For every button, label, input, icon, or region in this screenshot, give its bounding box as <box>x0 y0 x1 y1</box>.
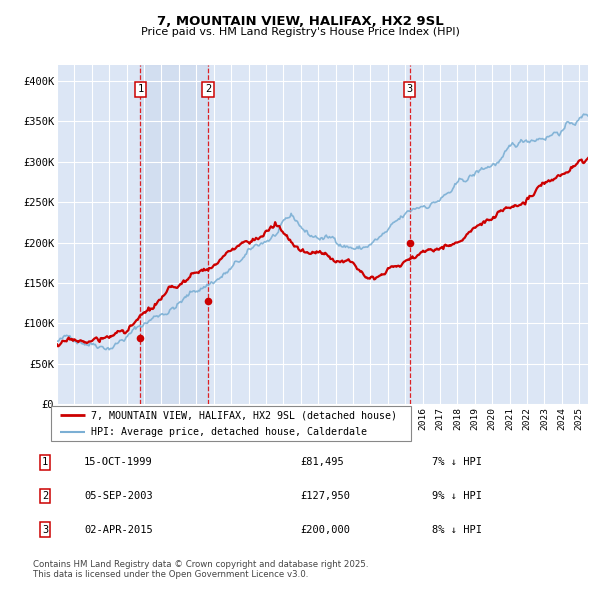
Text: Contains HM Land Registry data © Crown copyright and database right 2025.
This d: Contains HM Land Registry data © Crown c… <box>33 560 368 579</box>
Text: £127,950: £127,950 <box>300 491 350 501</box>
Text: 1: 1 <box>42 457 48 467</box>
Text: 9% ↓ HPI: 9% ↓ HPI <box>432 491 482 501</box>
Text: 3: 3 <box>406 84 413 94</box>
Text: £81,495: £81,495 <box>300 457 344 467</box>
Text: 15-OCT-1999: 15-OCT-1999 <box>84 457 153 467</box>
Text: Price paid vs. HM Land Registry's House Price Index (HPI): Price paid vs. HM Land Registry's House … <box>140 27 460 37</box>
FancyBboxPatch shape <box>51 406 411 441</box>
Text: 8% ↓ HPI: 8% ↓ HPI <box>432 525 482 535</box>
Text: 7, MOUNTAIN VIEW, HALIFAX, HX2 9SL: 7, MOUNTAIN VIEW, HALIFAX, HX2 9SL <box>157 15 443 28</box>
Text: 7, MOUNTAIN VIEW, HALIFAX, HX2 9SL (detached house): 7, MOUNTAIN VIEW, HALIFAX, HX2 9SL (deta… <box>91 411 397 421</box>
Text: 05-SEP-2003: 05-SEP-2003 <box>84 491 153 501</box>
Text: HPI: Average price, detached house, Calderdale: HPI: Average price, detached house, Cald… <box>91 428 367 437</box>
Text: 2: 2 <box>205 84 211 94</box>
Text: £200,000: £200,000 <box>300 525 350 535</box>
Text: 2: 2 <box>42 491 48 501</box>
Bar <box>140 65 208 404</box>
Text: 02-APR-2015: 02-APR-2015 <box>84 525 153 535</box>
Text: 7% ↓ HPI: 7% ↓ HPI <box>432 457 482 467</box>
Text: 3: 3 <box>42 525 48 535</box>
Text: 1: 1 <box>137 84 143 94</box>
